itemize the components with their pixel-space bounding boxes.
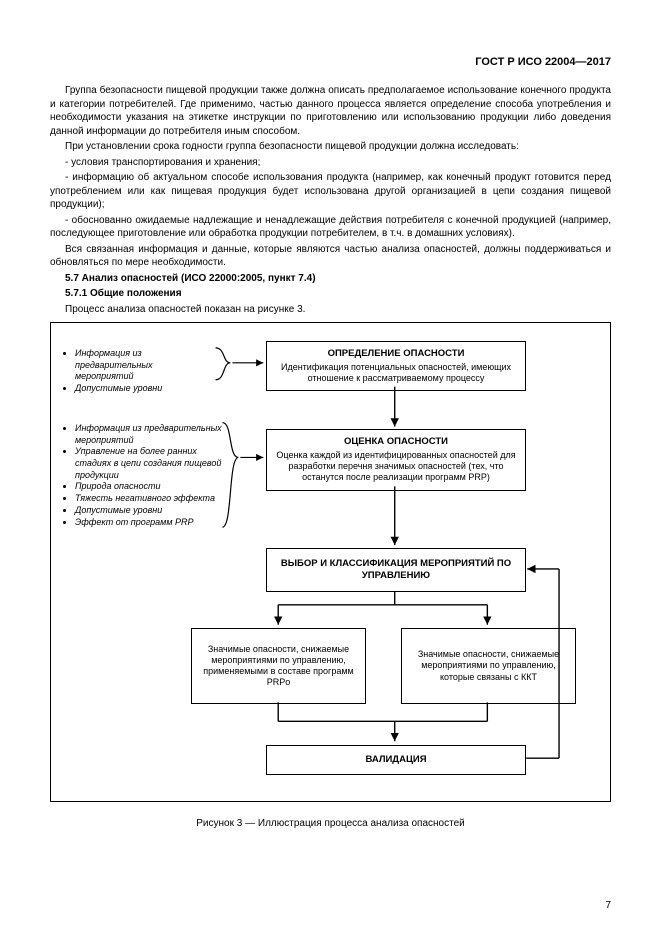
bullet-line: - обоснованно ожидаемые надлежащие и нен… bbox=[50, 214, 611, 241]
paragraph: Вся связанная информация и данные, котор… bbox=[50, 243, 611, 270]
flowchart-connectors bbox=[51, 323, 610, 801]
page-number: 7 bbox=[605, 900, 611, 911]
paragraph: Процесс анализа опасностей показан на ри… bbox=[50, 303, 611, 317]
paragraph: Группа безопасности пищевой продукции та… bbox=[50, 84, 611, 138]
bullet-line: - условия транспортирования и хранения; bbox=[50, 156, 611, 170]
document-code: ГОСТ Р ИСО 22004—2017 bbox=[475, 56, 611, 68]
section-heading: 5.7 Анализ опасностей (ИСО 22000:2005, п… bbox=[50, 272, 611, 286]
page: ГОСТ Р ИСО 22004—2017 Группа безопасност… bbox=[0, 0, 661, 935]
bullet-line: - информацию об актуальном способе испол… bbox=[50, 171, 611, 212]
body-text: Группа безопасности пищевой продукции та… bbox=[50, 84, 611, 316]
subsection-heading: 5.7.1 Общие положения bbox=[50, 287, 611, 301]
flowchart-figure: Информация из предварительных мероприяти… bbox=[50, 322, 611, 802]
paragraph: При установлении срока годности группа б… bbox=[50, 140, 611, 154]
figure-caption: Рисунок 3 — Иллюстрация процесса анализа… bbox=[50, 818, 611, 829]
